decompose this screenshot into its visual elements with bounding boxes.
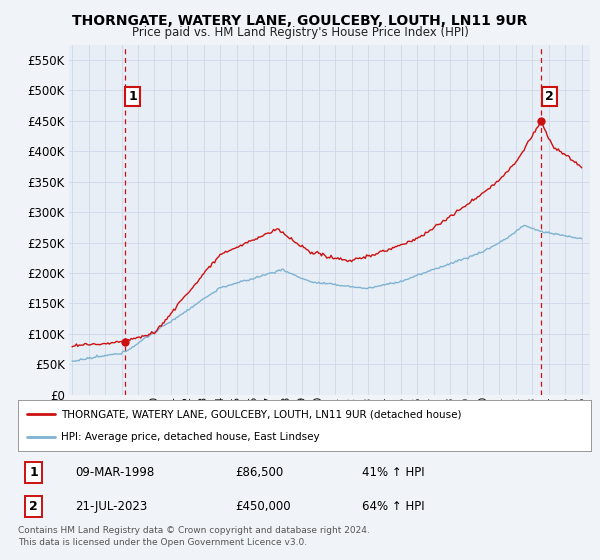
Text: 09-MAR-1998: 09-MAR-1998 xyxy=(76,466,155,479)
Text: £86,500: £86,500 xyxy=(236,466,284,479)
Text: HPI: Average price, detached house, East Lindsey: HPI: Average price, detached house, East… xyxy=(61,432,320,442)
Text: Contains HM Land Registry data © Crown copyright and database right 2024.
This d: Contains HM Land Registry data © Crown c… xyxy=(18,526,370,547)
Text: 21-JUL-2023: 21-JUL-2023 xyxy=(76,500,148,513)
Text: THORNGATE, WATERY LANE, GOULCEBY, LOUTH, LN11 9UR: THORNGATE, WATERY LANE, GOULCEBY, LOUTH,… xyxy=(73,14,527,28)
Text: £450,000: £450,000 xyxy=(236,500,292,513)
Text: 64% ↑ HPI: 64% ↑ HPI xyxy=(362,500,424,513)
Text: 1: 1 xyxy=(128,90,137,103)
Text: Price paid vs. HM Land Registry's House Price Index (HPI): Price paid vs. HM Land Registry's House … xyxy=(131,26,469,39)
Text: 41% ↑ HPI: 41% ↑ HPI xyxy=(362,466,424,479)
Text: 2: 2 xyxy=(545,90,554,103)
Text: THORNGATE, WATERY LANE, GOULCEBY, LOUTH, LN11 9UR (detached house): THORNGATE, WATERY LANE, GOULCEBY, LOUTH,… xyxy=(61,409,461,419)
Text: 2: 2 xyxy=(29,500,38,513)
Text: 1: 1 xyxy=(29,466,38,479)
